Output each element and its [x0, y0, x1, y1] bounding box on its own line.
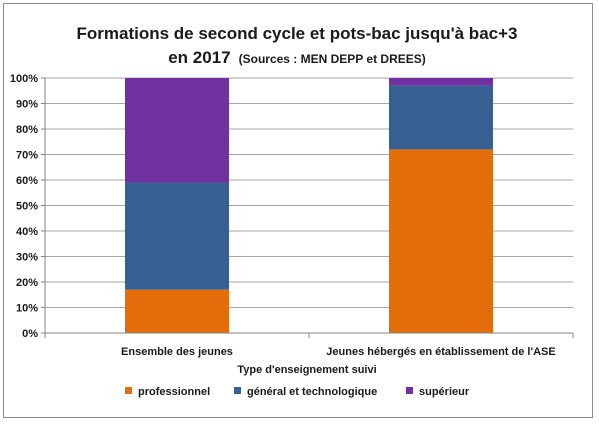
x-tick-label: Ensemble des jeunes: [121, 346, 233, 358]
bar-segment: [125, 78, 229, 183]
y-tick-label: 0%: [22, 328, 38, 340]
x-axis: Ensemble des jeunes Jeunes hébergés en ét…: [44, 332, 574, 358]
legend-label: supérieur: [419, 386, 470, 398]
legend-label: général et technologique: [247, 386, 377, 398]
y-tick-label: 20%: [16, 277, 38, 289]
chart-subtitle-source: (Sources : MEN DEPP et DREES): [239, 52, 426, 66]
y-tick-label: 30%: [16, 252, 38, 264]
chart-frame: [3, 3, 593, 418]
y-tick-label: 100%: [10, 73, 38, 85]
legend-swatch: [406, 387, 413, 394]
y-tick-label: 90%: [16, 99, 38, 111]
bar-segment: [125, 289, 229, 333]
y-tick-label: 40%: [16, 226, 38, 238]
legend-swatch: [125, 387, 132, 394]
chart-subtitle: en 2017 (Sources : MEN DEPP et DREES): [168, 48, 426, 67]
y-tick-label: 60%: [16, 175, 38, 187]
y-tick-label: 70%: [16, 150, 38, 162]
bar-segment: [125, 182, 229, 290]
y-tick-label: 50%: [16, 201, 38, 213]
y-axis: 0% 10% 20% 30% 40% 50% 60% 70% 80% 90% 100%: [10, 73, 46, 340]
bar-segment: [389, 149, 493, 333]
legend: professionnel général et technologique sup…: [125, 386, 470, 398]
bars: [125, 78, 493, 333]
y-tick-label: 80%: [16, 124, 38, 136]
x-tick-label: Jeunes hébergés en établissement de l'AS…: [326, 346, 555, 358]
bar-segment: [389, 85, 493, 150]
chart-title: Formations de second cycle et pots-bac j…: [77, 24, 518, 43]
bar-segment: [389, 78, 493, 86]
legend-label: professionnel: [138, 386, 210, 398]
gridlines: [45, 77, 573, 334]
chart-subtitle-year: en 2017: [168, 48, 230, 67]
x-axis-label: Type d'enseignement suivi: [237, 364, 376, 376]
y-tick-label: 10%: [16, 303, 38, 315]
legend-swatch: [234, 387, 241, 394]
